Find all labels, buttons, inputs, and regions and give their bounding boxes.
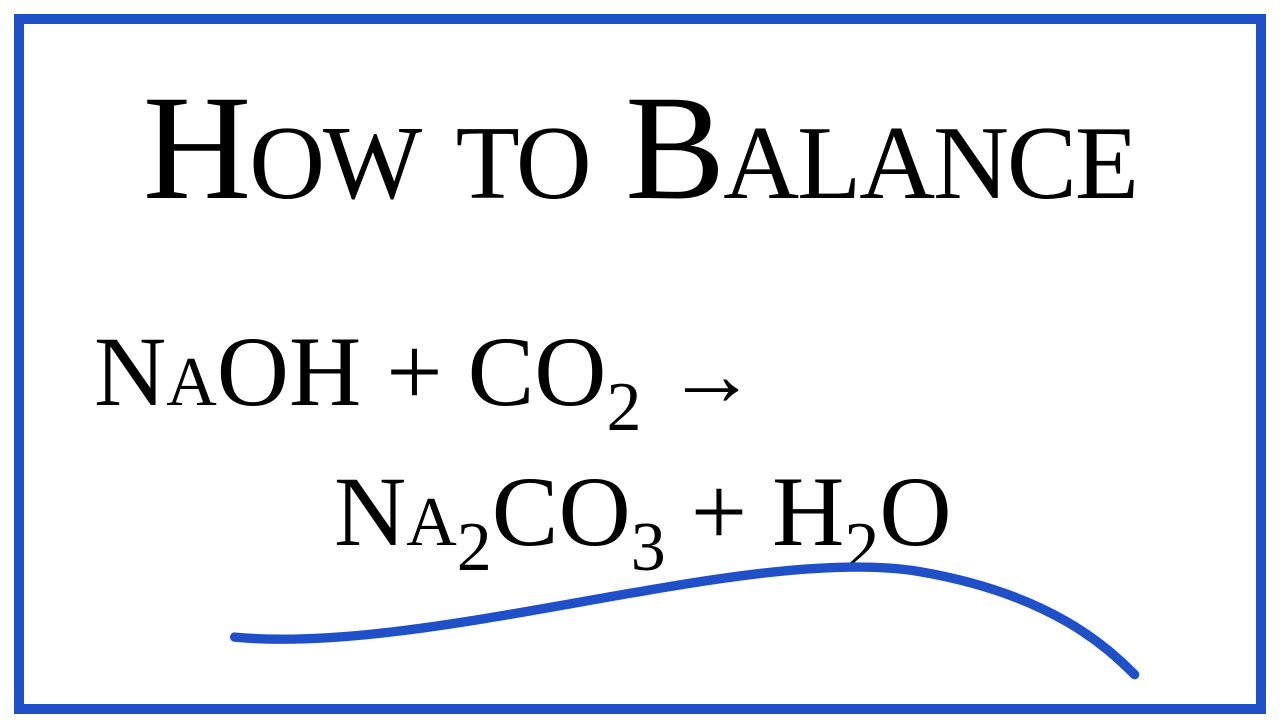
swoosh-path	[235, 567, 1135, 675]
slide-title: How to Balance	[24, 62, 1256, 234]
reactant-1: NaOH	[94, 316, 361, 427]
slide-frame: How to Balance NaOH + CO2 → Na2CO3 + H2O	[14, 14, 1266, 714]
equation-reactants-line: NaOH + CO2 →	[94, 314, 757, 444]
reaction-arrow: →	[642, 325, 757, 425]
reactant-2: CO2	[468, 316, 642, 427]
underline-swoosh	[194, 534, 1194, 684]
plus-symbol: +	[361, 316, 467, 427]
